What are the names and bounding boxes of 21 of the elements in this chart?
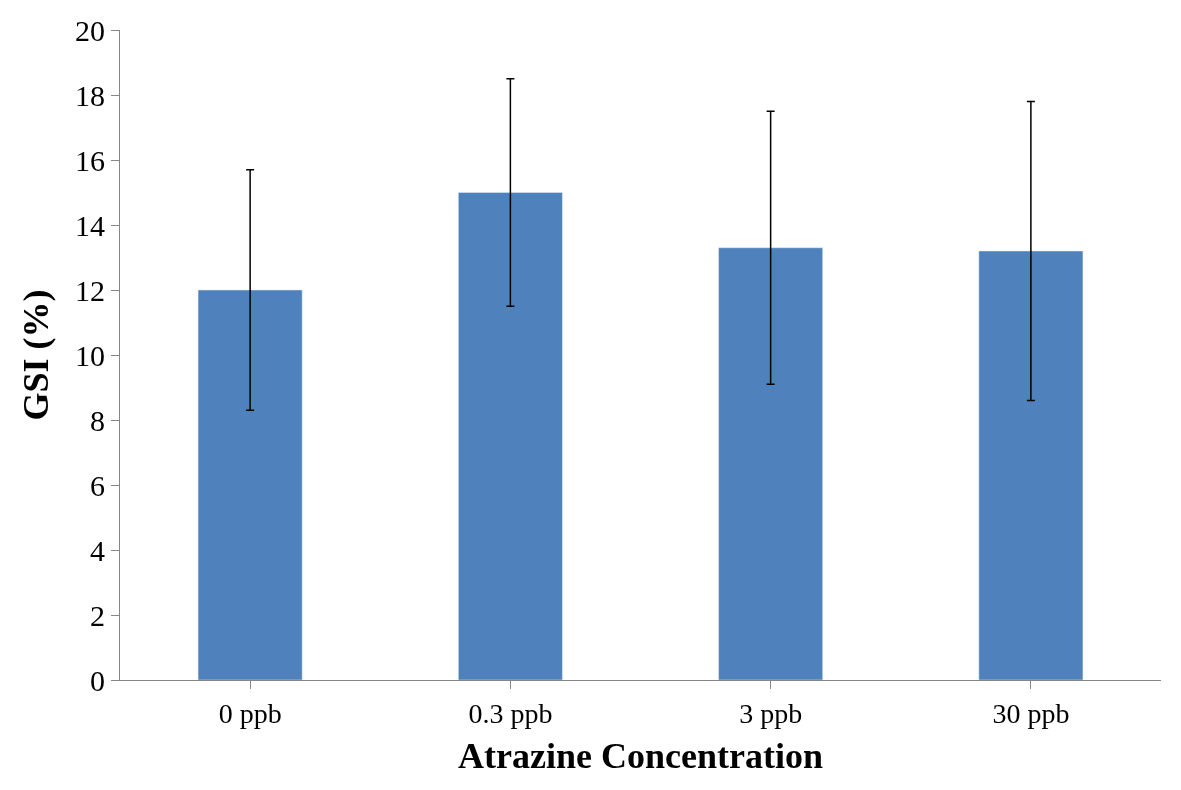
y-tick-label: 0 <box>90 663 105 697</box>
bar <box>718 247 823 680</box>
y-tick-label: 20 <box>75 13 105 47</box>
x-axis-title: Atrazine Concentration <box>458 736 823 777</box>
y-tick-label: 4 <box>90 533 105 567</box>
y-tick-label: 14 <box>75 208 105 242</box>
y-axis-title: GSI (%) <box>15 289 56 421</box>
y-tick-label: 2 <box>90 598 105 632</box>
bar <box>978 250 1084 680</box>
x-tick-label: 0.3 ppb <box>468 697 553 729</box>
y-tick-label: 12 <box>75 273 105 307</box>
y-tick-label: 8 <box>90 403 105 437</box>
x-tick-label: 3 ppb <box>739 697 803 729</box>
bar <box>458 192 563 680</box>
x-tick-label: 30 ppb <box>992 697 1070 729</box>
y-tick-label: 10 <box>75 338 105 372</box>
y-tick-label: 16 <box>75 143 105 177</box>
y-tick-label: 6 <box>90 468 105 502</box>
x-tick-label: 0 ppb <box>218 697 282 729</box>
y-tick-label: 18 <box>75 78 105 112</box>
bar <box>197 289 303 680</box>
